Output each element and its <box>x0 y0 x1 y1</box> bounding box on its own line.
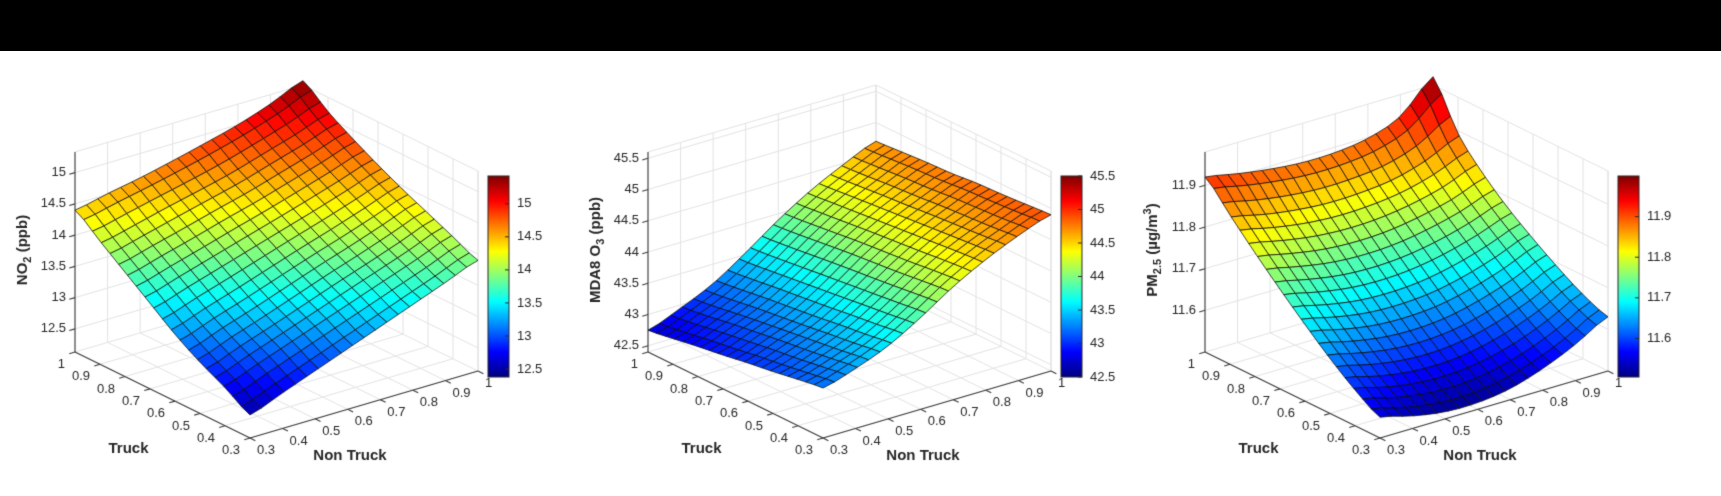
mda8-o3-surface-chart <box>573 0 1164 496</box>
top-letterbox-bar <box>0 0 1721 51</box>
pm25-surface-chart <box>1130 0 1721 496</box>
no2-surface-chart <box>0 0 591 496</box>
